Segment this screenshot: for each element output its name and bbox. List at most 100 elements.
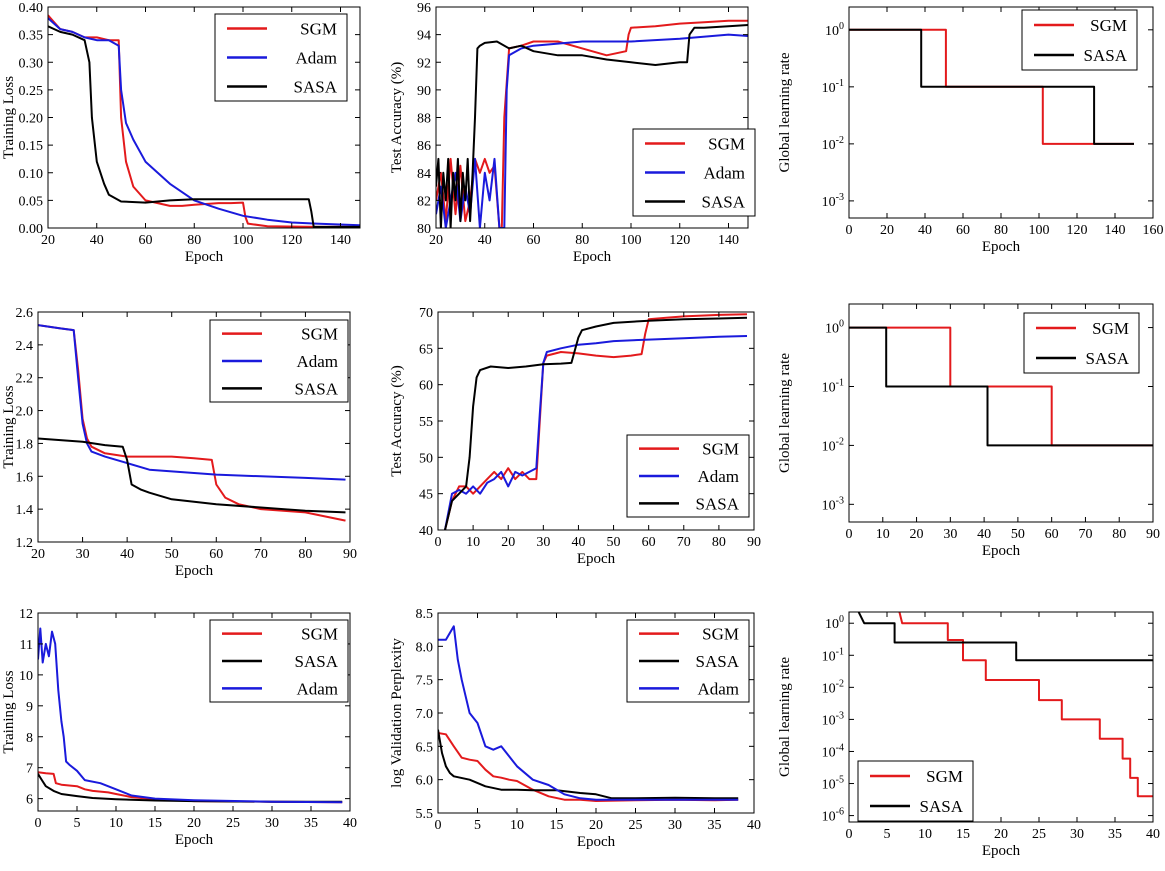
y-tick-label: 10: [19, 669, 33, 684]
y-tick-label: 10-1: [822, 646, 844, 664]
x-tick-label: 120: [669, 233, 690, 248]
legend: SGM SASA: [1021, 9, 1138, 71]
y-tick-label: 1.2: [16, 536, 34, 551]
x-tick-label: 30: [668, 818, 682, 833]
legend-label: Adam: [296, 679, 338, 698]
x-axis-label: Epoch: [577, 551, 616, 567]
x-tick-label: 80: [298, 547, 312, 562]
x-tick-label: 20: [589, 818, 603, 833]
legend: SGM Adam SASA: [214, 13, 348, 102]
y-tick-label: 70: [419, 306, 433, 321]
x-axis-label: Epoch: [982, 543, 1021, 559]
y-tick-label: 1.8: [16, 437, 34, 452]
x-tick-label: 80: [994, 223, 1008, 238]
y-tick-label: 0.30: [19, 56, 44, 71]
series-line-sasa: [38, 437, 346, 514]
x-tick-label: 35: [1108, 827, 1122, 842]
legend: SGM Adam SASA: [209, 319, 349, 403]
x-tick-label: 70: [1078, 527, 1092, 542]
legend-label: SASA: [920, 797, 964, 816]
y-tick-label: 84: [417, 167, 431, 182]
legend-label: SGM: [300, 20, 337, 39]
y-tick-label: 10-5: [822, 775, 844, 793]
series-line-adam: [438, 625, 739, 801]
x-tick-label: 40: [120, 547, 134, 562]
y-tick-label: 50: [419, 451, 433, 466]
x-tick-label: 0: [846, 223, 853, 238]
legend-label: SGM: [702, 440, 739, 459]
y-tick-label: 1.4: [16, 503, 34, 518]
x-tick-label: 10: [109, 816, 123, 831]
legend-label: SASA: [294, 78, 338, 97]
series-line-sasa: [438, 729, 739, 800]
chart-r1c1: 20 40 60 80 100 120 140 0.00 0.05 0.10 0.15 0.20 0.2…: [1, 1, 361, 265]
y-tick-label: 10-1: [822, 78, 844, 96]
x-tick-label: 0: [35, 816, 42, 831]
series-line-sasa: [849, 326, 1153, 447]
legend: SGM Adam SASA: [632, 128, 756, 217]
legend-label: Adam: [295, 49, 337, 68]
x-tick-label: 100: [233, 233, 254, 248]
x-tick-label: 60: [956, 223, 970, 238]
x-tick-label: 80: [1112, 527, 1126, 542]
x-tick-label: 15: [148, 816, 162, 831]
y-tick-label: 2.4: [16, 339, 34, 354]
x-tick-label: 70: [677, 535, 691, 550]
legend-label: SASA: [702, 193, 746, 212]
series-line-sgm: [438, 732, 739, 802]
y-tick-label: 82: [417, 194, 431, 209]
legend-label: SASA: [696, 652, 740, 671]
y-tick-label: 8.5: [416, 607, 434, 622]
x-tick-label: 0: [846, 527, 853, 542]
x-tick-label: 120: [281, 233, 302, 248]
legend-label: SASA: [1086, 349, 1130, 368]
x-tick-label: 90: [343, 547, 357, 562]
y-tick-label: 0.20: [19, 112, 44, 127]
y-tick-label: 2.6: [16, 306, 34, 321]
chart-r1c2: 20 40 60 80 100 120 140 80 82 84 86 88 90 92 94 96 Epoch…: [389, 1, 756, 265]
x-tick-label: 20: [429, 233, 443, 248]
x-tick-label: 0: [435, 535, 442, 550]
x-tick-label: 60: [527, 233, 541, 248]
y-tick-label: 10-2: [822, 436, 844, 454]
legend-label: Adam: [703, 164, 745, 183]
x-axis-label: Epoch: [175, 563, 214, 579]
y-tick-label: 2.2: [16, 372, 34, 387]
y-tick-label: 10-3: [822, 192, 844, 210]
y-tick-label: 9: [26, 700, 33, 715]
legend: SGM Adam SASA: [626, 434, 750, 518]
x-tick-label: 30: [943, 527, 957, 542]
legend-label: SASA: [295, 652, 339, 671]
y-axis-label: log Validation Perplexity: [389, 638, 405, 788]
x-tick-label: 40: [918, 223, 932, 238]
x-tick-label: 5: [884, 827, 891, 842]
y-tick-label: 0.15: [19, 139, 44, 154]
series-line-sgm: [48, 14, 360, 228]
y-tick-label: 10-3: [822, 495, 844, 513]
x-tick-label: 80: [712, 535, 726, 550]
x-tick-label: 10: [466, 535, 480, 550]
x-axis-label: Epoch: [175, 832, 214, 848]
x-tick-label: 140: [330, 233, 351, 248]
y-tick-label: 10-4: [822, 742, 844, 760]
series-line-adam: [436, 33, 748, 228]
y-axis-label: Training Loss: [1, 385, 17, 468]
x-tick-label: 15: [956, 827, 970, 842]
y-tick-label: 6.5: [416, 740, 434, 755]
x-tick-label: 30: [265, 816, 279, 831]
legend-box: [857, 760, 974, 822]
x-tick-label: 20: [31, 547, 45, 562]
y-tick-label: 90: [417, 84, 431, 99]
x-tick-label: 40: [343, 816, 357, 831]
y-tick-label: 7.5: [416, 674, 434, 689]
x-tick-label: 100: [1029, 223, 1050, 238]
x-tick-label: 40: [571, 535, 585, 550]
y-tick-label: 5.5: [416, 807, 434, 822]
x-tick-label: 15: [550, 818, 564, 833]
legend-label: Adam: [296, 352, 338, 371]
series-line-sgm: [436, 19, 748, 228]
y-tick-label: 86: [417, 139, 431, 154]
x-tick-label: 5: [74, 816, 81, 831]
axes-frame: [848, 303, 1154, 523]
x-tick-label: 30: [76, 547, 90, 562]
